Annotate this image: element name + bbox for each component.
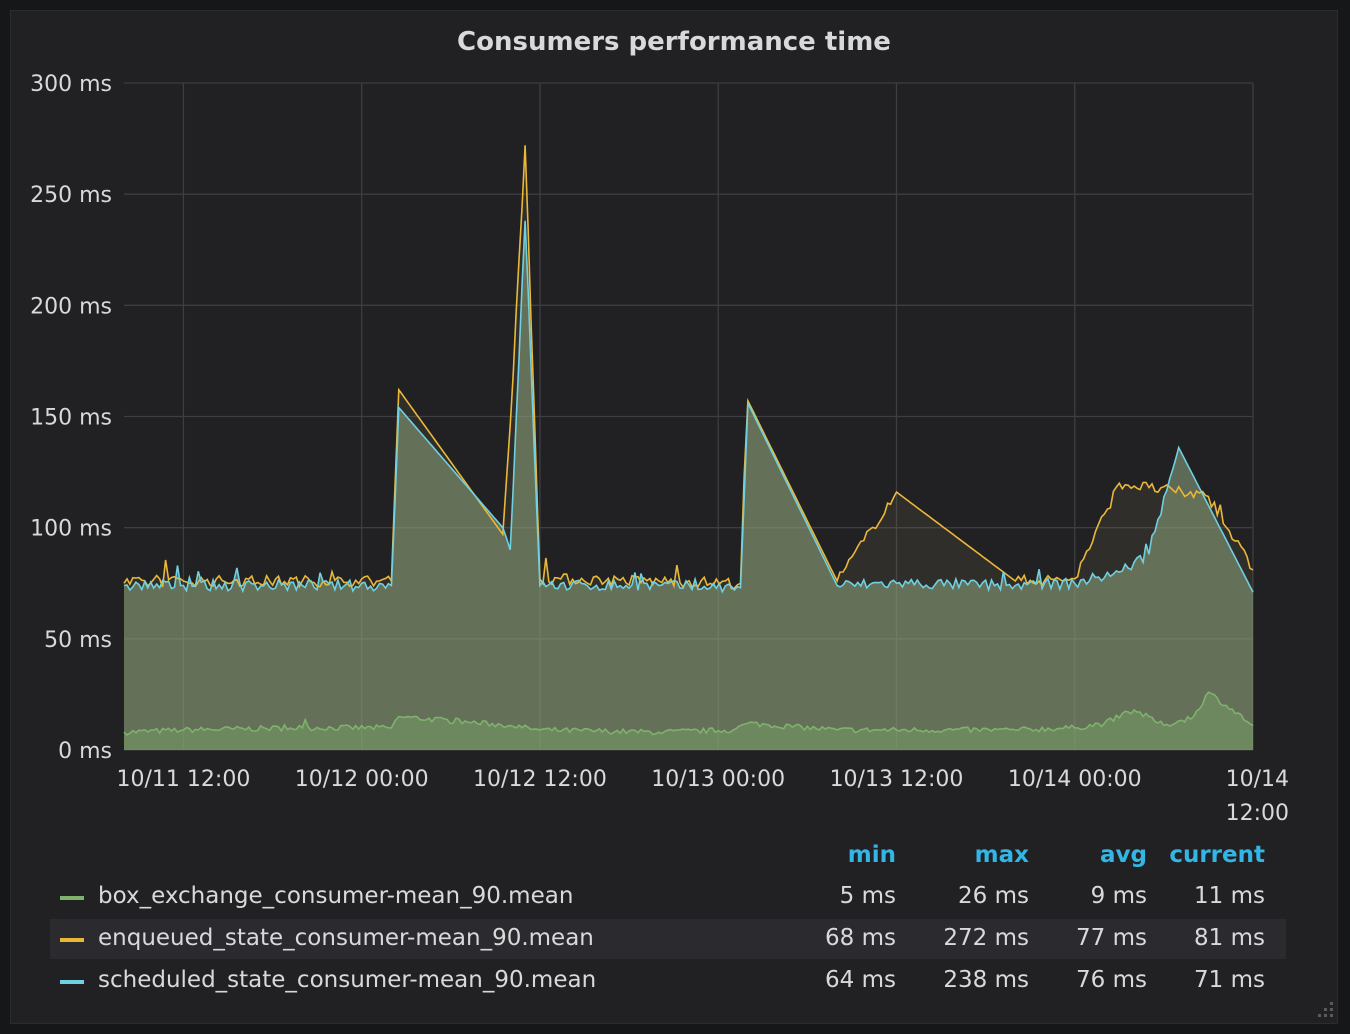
legend-row-scheduled-state[interactable]: scheduled_state_consumer-mean_90.mean 64… [50,961,1286,1001]
legend-swatch-blue[interactable] [60,980,84,984]
y-tick-label: 250 ms [30,183,112,208]
legend-avg-value: 9 ms [1090,883,1147,909]
legend-current-value: 81 ms [1194,925,1265,951]
x-tick-label: 10/13 12:00 [830,767,964,792]
legend-row-enqueued-state[interactable]: enqueued_state_consumer-mean_90.mean 68 … [50,919,1286,959]
x-tick-label: 10/14 00:00 [1008,767,1142,792]
y-tick-label: 100 ms [30,517,112,542]
legend-min-value: 68 ms [825,925,896,951]
y-tick-label: 300 ms [30,72,112,97]
x-tick-label: 12:00 [1226,801,1289,826]
legend-current-value: 11 ms [1194,883,1265,909]
legend-series-name[interactable]: enqueued_state_consumer-mean_90.mean [98,925,594,951]
x-tick-label: 10/12 00:00 [295,767,429,792]
y-tick-label: 200 ms [30,294,112,319]
legend-max-value: 238 ms [943,967,1029,993]
legend-current-value: 71 ms [1194,967,1265,993]
legend-swatch-green[interactable] [60,896,84,900]
area-enqueued-state [124,145,1253,751]
legend-series-name[interactable]: scheduled_state_consumer-mean_90.mean [98,967,597,993]
line-enqueued-state[interactable] [123,145,1254,590]
x-tick-label: 10/11 12:00 [117,767,251,792]
resize-handle-icon[interactable] [1318,1002,1334,1018]
x-tick-label: 10/14 [1226,767,1289,792]
line-box-exchange[interactable] [123,691,1254,736]
panel-title[interactable]: Consumers performance time [457,27,891,57]
y-tick-label: 50 ms [44,628,112,653]
legend-avg-value: 76 ms [1076,967,1147,993]
legend-avg-value: 77 ms [1076,925,1147,951]
area-box-exchange [124,692,1253,750]
area-scheduled-state [124,220,1253,751]
y-tick-label: 150 ms [30,406,112,431]
x-tick-label: 10/12 12:00 [473,767,607,792]
graph-panel: Consumers performance time [10,10,1338,1024]
y-tick-label: 0 ms [58,739,112,764]
legend-max-value: 26 ms [958,883,1029,909]
legend-min-value: 5 ms [839,883,896,909]
line-scheduled-state[interactable] [123,220,1254,594]
x-tick-label: 10/13 00:00 [651,767,785,792]
legend-min-value: 64 ms [825,967,896,993]
legend-series-name[interactable]: box_exchange_consumer-mean_90.mean [98,883,574,909]
legend-max-value: 272 ms [943,925,1029,951]
legend-swatch-yellow[interactable] [60,938,84,942]
legend-row-box-exchange[interactable]: box_exchange_consumer-mean_90.mean 5 ms … [50,877,1286,917]
